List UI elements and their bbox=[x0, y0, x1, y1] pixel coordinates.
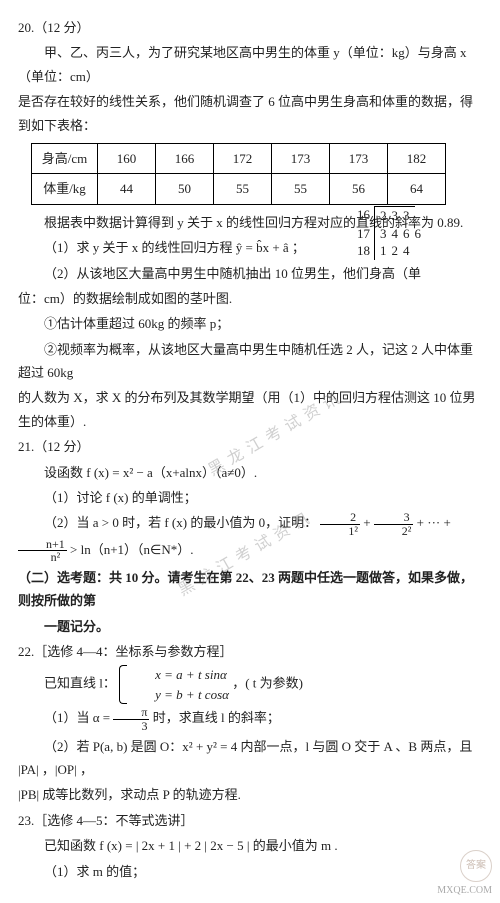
frac-2: 3 2² bbox=[374, 511, 414, 537]
q21-p2-lead: （2）当 a > 0 时，若 f (x) 的最小值为 0，证明： bbox=[44, 516, 317, 531]
cell: 160 bbox=[98, 143, 156, 173]
q22-intro-lead: 已知直线 l： bbox=[44, 676, 116, 691]
sl-stem: 17 bbox=[350, 225, 375, 243]
cell: 55 bbox=[214, 174, 272, 204]
frac-num: π bbox=[113, 706, 149, 720]
q22-p1: （1）当 α = π 3 时，求直线 l 的斜率； bbox=[18, 706, 482, 732]
q20-stemleaf: 16 233 17 3466 18 124 bbox=[350, 206, 426, 260]
case-line-2: y = b + t cosα bbox=[129, 685, 229, 705]
frac-den: 3 bbox=[113, 720, 149, 733]
q20-p2b: 位：cm）的数据绘制成如图的茎叶图. bbox=[18, 287, 482, 310]
q22-p2a: （2）若 P(a, b) 是圆 O：x² + y² = 4 内部一点，l 与圆 … bbox=[18, 735, 482, 782]
q23-p1: （1）求 m 的值； bbox=[18, 860, 482, 883]
q21-p1: （1）讨论 f (x) 的单调性； bbox=[18, 486, 482, 509]
cell: 50 bbox=[156, 174, 214, 204]
cell: 173 bbox=[330, 143, 388, 173]
q21-intro: 设函数 f (x) = x² − a（x+alnx）（a≠0）. bbox=[18, 461, 482, 484]
q22-p1-lead: （1）当 α = bbox=[44, 710, 113, 725]
seal-icon: 答案 bbox=[460, 850, 492, 882]
table-row: 身高/cm 160 166 172 173 173 182 bbox=[32, 143, 446, 173]
q23-intro: 已知函数 f (x) = | 2x + 1 | + 2 | 2x − 5 | 的… bbox=[18, 834, 482, 857]
frac-1: 2 1² bbox=[320, 511, 360, 537]
sl-stem: 16 bbox=[350, 206, 375, 225]
q20-intro-line1: 甲、乙、丙三人，为了研究某地区高中男生的体重 y（单位：kg）与身高 x（单位：… bbox=[18, 41, 482, 88]
cell: 166 bbox=[156, 143, 214, 173]
q20-p2-1: ①估计体重超过 60kg 的频率 p； bbox=[18, 312, 482, 335]
q22-intro: 已知直线 l： x = a + t sinα y = b + t cosα ，(… bbox=[18, 665, 482, 704]
sl-leaves: 124 bbox=[375, 242, 415, 260]
frac-n: n+1 n² bbox=[18, 538, 67, 564]
q20-table: 身高/cm 160 166 172 173 173 182 体重/kg 44 5… bbox=[31, 143, 446, 205]
cell: 182 bbox=[388, 143, 446, 173]
q21-p2-tail: > ln（n+1）（n∈N*）. bbox=[70, 542, 194, 557]
cases-bracket: x = a + t sinα y = b + t cosα bbox=[119, 665, 229, 704]
row2-label: 体重/kg bbox=[32, 174, 98, 204]
plus-sign: + bbox=[363, 516, 374, 531]
section-b-line1: （二）选考题：共 10 分。请考生在第 22、23 两题中任选一题做答，如果多做… bbox=[18, 566, 482, 613]
sl-leaves: 233 bbox=[375, 206, 415, 225]
cell: 172 bbox=[214, 143, 272, 173]
frac-den: 1² bbox=[320, 525, 360, 538]
q20-head: 20.（12 分） bbox=[18, 16, 482, 39]
q20-p2a: （2）从该地区大量高中男生中随机抽出 10 位男生，他们身高（单 bbox=[18, 262, 482, 285]
plus-dots: + ··· + bbox=[417, 516, 451, 531]
cell: 44 bbox=[98, 174, 156, 204]
q20-p2-2a: ②视频率为概率，从该地区大量高中男生中随机任选 2 人，记这 2 人中体重超过 … bbox=[18, 338, 482, 385]
frac-num: 3 bbox=[374, 511, 414, 525]
q21-head: 21.（12 分） bbox=[18, 435, 482, 458]
q23-head: 23.［选修 4—5：不等式选讲］ bbox=[18, 809, 482, 832]
frac-pi-3: π 3 bbox=[113, 706, 149, 732]
q20-intro-line2: 是否存在较好的线性关系，他们随机调查了 6 位高中男生身高和体重的数据，得到如下… bbox=[18, 90, 482, 137]
cell: 173 bbox=[272, 143, 330, 173]
section-b-line2: 一题记分。 bbox=[18, 615, 482, 638]
q22-p2b: |PB| 成等比数列，求动点 P 的轨迹方程. bbox=[18, 783, 482, 806]
frac-num: 2 bbox=[320, 511, 360, 525]
q21-p2: （2）当 a > 0 时，若 f (x) 的最小值为 0，证明： 2 1² + … bbox=[18, 511, 482, 563]
q22-p1-tail: 时，求直线 l 的斜率； bbox=[153, 710, 280, 725]
frac-den: n² bbox=[18, 551, 67, 564]
case-line-1: x = a + t sinα bbox=[129, 665, 229, 685]
q22-head: 22.［选修 4—4：坐标系与参数方程］ bbox=[18, 640, 482, 663]
sl-leaves: 3466 bbox=[375, 225, 426, 243]
frac-num: n+1 bbox=[18, 538, 67, 552]
corner-site: MXQE.COM bbox=[437, 885, 492, 896]
corner-watermark: 答案 MXQE.COM bbox=[437, 850, 492, 897]
cell: 64 bbox=[388, 174, 446, 204]
q20-p2-2b: 的人数为 X，求 X 的分布列及其数学期望（用（1）中的回归方程估测这 10 位… bbox=[18, 386, 482, 433]
q22-intro-tail: ，( t 为参数) bbox=[232, 676, 303, 691]
cell: 56 bbox=[330, 174, 388, 204]
row1-label: 身高/cm bbox=[32, 143, 98, 173]
cell: 55 bbox=[272, 174, 330, 204]
sl-stem: 18 bbox=[350, 242, 375, 260]
frac-den: 2² bbox=[374, 525, 414, 538]
table-row: 体重/kg 44 50 55 55 56 64 bbox=[32, 174, 446, 204]
